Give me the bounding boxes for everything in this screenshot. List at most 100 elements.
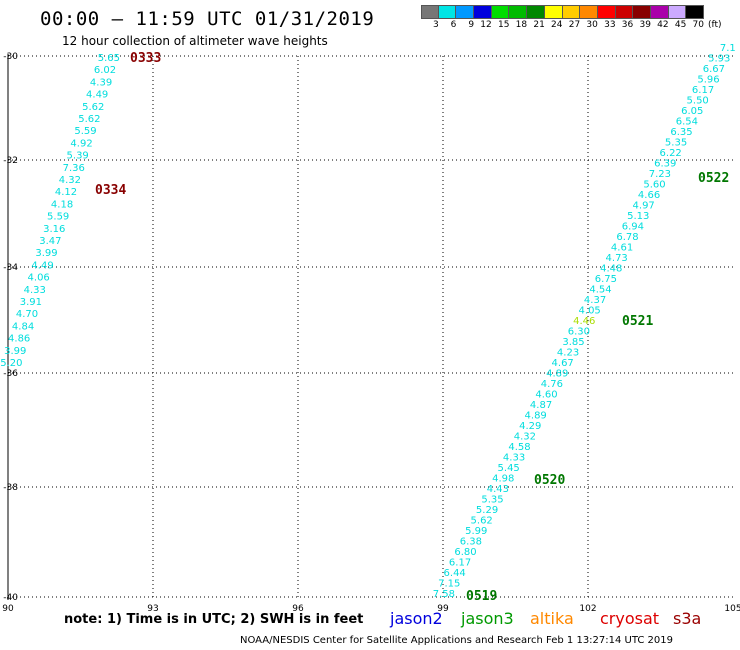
swh-value: 4.18 xyxy=(51,199,73,210)
swh-value: 4.61 xyxy=(611,243,633,254)
swh-value: 4.32 xyxy=(59,175,81,186)
pass-time-label: 0521 xyxy=(622,314,653,329)
page-title: 00:00 – 11:59 UTC 01/31/2019 xyxy=(40,8,375,30)
swh-value: 4.12 xyxy=(55,187,77,198)
swh-value: 4.29 xyxy=(519,421,541,432)
swh-value: 6.30 xyxy=(568,327,590,338)
swh-value: 3.16 xyxy=(43,224,65,235)
color-scale-cell xyxy=(438,5,457,19)
swh-value: 4.39 xyxy=(90,77,112,88)
x-tick-label: 99 xyxy=(437,604,449,614)
swh-value: 6.22 xyxy=(660,148,682,159)
swh-value: 5.39 xyxy=(67,151,89,162)
swh-value: 4.32 xyxy=(514,432,536,443)
swh-value: 3.99 xyxy=(35,248,57,259)
swh-value: 4.46 xyxy=(573,316,595,327)
swh-value: 4.73 xyxy=(606,253,628,264)
swh-value: 4.06 xyxy=(28,273,50,284)
swh-value: 4.49 xyxy=(31,260,53,271)
swh-value: 4.70 xyxy=(16,309,38,320)
swh-value: 5.59 xyxy=(74,126,96,137)
swh-value: 7.15 xyxy=(438,579,460,590)
swh-value: 3.99 xyxy=(4,346,26,357)
color-scale-label: 6 xyxy=(450,20,457,30)
color-scale-label: 30 xyxy=(586,20,598,30)
pass-time-label: 0520 xyxy=(534,473,565,488)
color-scale-cell xyxy=(456,5,475,19)
swh-value: 4.60 xyxy=(535,390,557,401)
color-scale-unit: (ft) xyxy=(708,20,722,30)
color-scale-label: 3 xyxy=(432,20,439,30)
swh-value: 4.98 xyxy=(492,474,514,485)
swh-value: 4.89 xyxy=(525,411,547,422)
swh-value: 5.35 xyxy=(481,495,503,506)
swh-value: 6.44 xyxy=(444,568,466,579)
pass-time-label: 0333 xyxy=(130,51,161,66)
swh-value: 4.54 xyxy=(589,285,611,296)
color-scale-label: 18 xyxy=(515,20,528,30)
color-scale-cell xyxy=(527,5,545,19)
color-scale-label: 9 xyxy=(468,20,475,30)
color-scale-label: 39 xyxy=(639,20,651,30)
swh-value: 5.13 xyxy=(627,211,649,222)
color-scale-cell xyxy=(491,5,510,19)
swh-value: 5.65 xyxy=(98,53,120,64)
swh-value: 6.54 xyxy=(676,117,698,128)
swh-value: 6.67 xyxy=(703,64,725,75)
color-scale-cell xyxy=(474,5,492,19)
swh-value: 4.58 xyxy=(508,442,530,453)
x-tick-label: 90 xyxy=(2,604,14,614)
swh-value: 6.78 xyxy=(616,232,638,243)
swh-value: 4.87 xyxy=(530,400,552,411)
swh-value: 6.17 xyxy=(449,558,471,569)
swh-value: 4.89 xyxy=(546,369,568,380)
color-scale-label: 45 xyxy=(674,20,687,30)
swh-value: 5.96 xyxy=(697,75,719,86)
color-scale-cell xyxy=(650,5,669,19)
swh-value: 4.33 xyxy=(24,285,46,296)
swh-value: 3.47 xyxy=(39,236,61,247)
color-scale-cell xyxy=(633,5,651,19)
swh-value: 6.05 xyxy=(681,106,703,117)
x-tick-label: 102 xyxy=(579,604,596,614)
swh-value: 5.62 xyxy=(82,102,104,113)
swh-value: 4.92 xyxy=(70,138,92,149)
color-scale-label: 33 xyxy=(604,20,616,30)
color-scale-label: 12 xyxy=(480,20,492,30)
pass-time-label: 0334 xyxy=(95,183,126,198)
swh-value: 5.62 xyxy=(78,114,100,125)
x-tick-label: 96 xyxy=(292,604,304,614)
swh-value: 6.75 xyxy=(595,274,617,285)
x-tick-label: 105 xyxy=(724,604,740,614)
swh-value: 5.50 xyxy=(687,96,709,107)
swh-value: 6.39 xyxy=(654,159,676,170)
color-scale-cell xyxy=(562,5,581,19)
swh-value: 5.29 xyxy=(476,505,498,516)
swh-value: 5.93 xyxy=(708,54,730,65)
y-tick-label: -30 xyxy=(3,52,18,62)
y-tick-label: -32 xyxy=(3,156,18,166)
swh-value: 3.85 xyxy=(562,337,584,348)
swh-value: 3.91 xyxy=(20,297,42,308)
color-scale-label: 21 xyxy=(533,20,545,30)
swh-value: 5.20 xyxy=(0,358,22,369)
color-scale-label: 70 xyxy=(692,20,704,30)
color-scale-label: 24 xyxy=(551,20,563,30)
satellite-legend-item: altika xyxy=(530,609,574,628)
swh-value: 4.48 xyxy=(600,264,622,275)
swh-value: 5.60 xyxy=(643,180,665,191)
swh-value: 7.36 xyxy=(63,163,85,174)
swh-value: 4.67 xyxy=(552,358,574,369)
swh-value: 4.76 xyxy=(541,379,563,390)
color-scale-cell xyxy=(686,5,704,19)
satellite-legend-item: cryosat xyxy=(600,609,660,628)
swh-value: 4.37 xyxy=(584,295,606,306)
color-scale xyxy=(421,5,704,19)
swh-value: 7.23 xyxy=(649,169,671,180)
y-tick-label: -36 xyxy=(3,369,18,379)
y-tick-label: -34 xyxy=(3,263,18,273)
swh-value: 7.58 xyxy=(433,589,455,600)
swh-value: 6.38 xyxy=(460,537,482,548)
swh-value: 6.02 xyxy=(94,65,116,76)
